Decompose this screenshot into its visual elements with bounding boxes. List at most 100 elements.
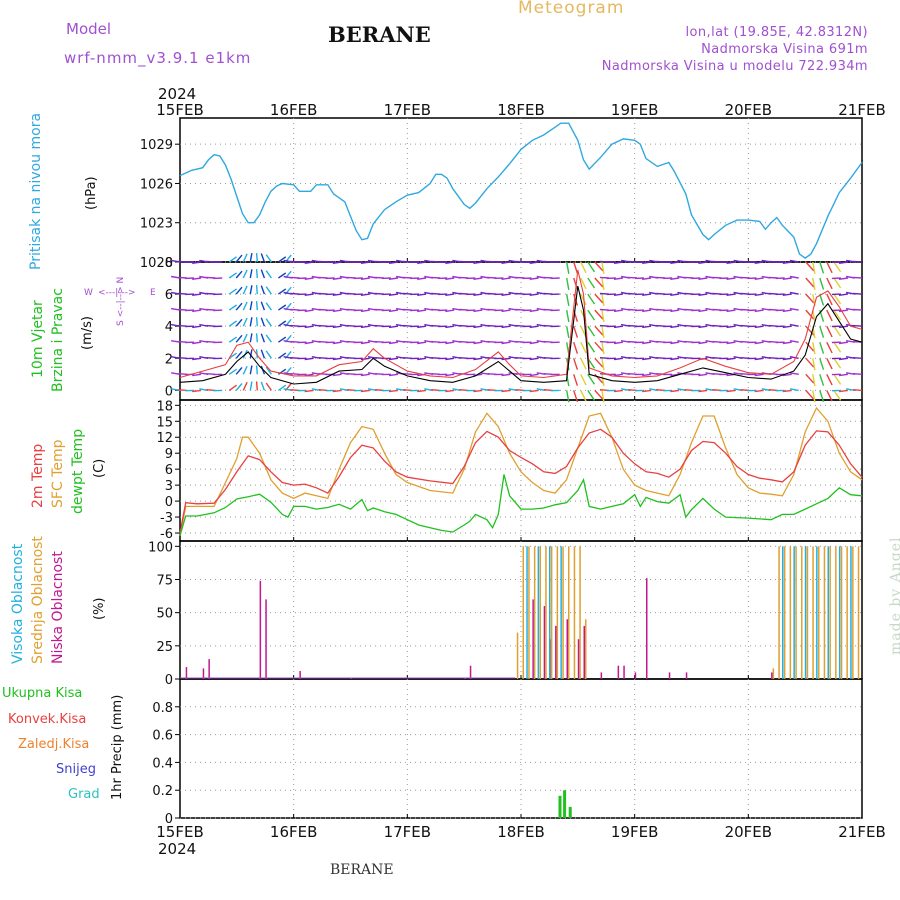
wind-barb-7-93 [833, 277, 842, 289]
wind-barb-5-27 [360, 309, 370, 313]
coords-text: lon,lat (19.85E, 42.8312N) [685, 25, 868, 40]
mid-cloud-bar-10 [573, 546, 576, 679]
wind-barb-6-31 [388, 293, 399, 296]
wind-barb-2-71 [670, 357, 680, 361]
wind-barb-1-56 [573, 374, 579, 386]
wind-barb-5-83 [754, 309, 764, 313]
low-cloud-bar-9 [532, 599, 534, 679]
wind-barb-7-75 [698, 277, 708, 280]
wind-barb-4-9 [242, 317, 248, 327]
wind-barb-2-23 [332, 357, 342, 361]
wind-barb-0-88 [789, 388, 799, 392]
wind-speed-line [179, 285, 863, 385]
wind-barb-7-57 [580, 277, 587, 290]
wind-barb-2-83 [754, 357, 764, 361]
wind-barb-3-14 [278, 336, 287, 343]
wind-barb-5-3 [192, 309, 202, 313]
wind-barb-4-19 [304, 325, 314, 329]
wind-barb-7-13 [265, 270, 272, 279]
wind-barb-7-11 [255, 269, 258, 279]
wind-barb-1-95 [838, 373, 849, 377]
wind-barb-2-13 [265, 350, 272, 359]
wind-barb-1-10 [249, 365, 253, 375]
wind-barb-4-35 [417, 325, 427, 329]
ytick-label-4-0: 0 [165, 812, 173, 827]
wind-barb-0-60 [601, 390, 605, 403]
dewpt-line [179, 474, 863, 536]
wind-barb-5-9 [242, 301, 248, 311]
wind-barb-4-88 [789, 323, 799, 327]
wind-barb-8-89 [805, 261, 815, 272]
wind-barb-1-89 [805, 373, 815, 384]
footer-station: BERANE [330, 862, 394, 878]
wind-barb-5-59 [594, 309, 604, 320]
wind-barb-2-12 [260, 349, 266, 359]
wind-barb-0-58 [587, 390, 596, 401]
wind-barb-1-92 [826, 373, 833, 386]
wind-barb-4-75 [698, 325, 708, 329]
wind-barb-3-87 [782, 341, 792, 345]
mid-cloud-bar-11 [579, 546, 581, 679]
wind-barb-1-97 [852, 373, 863, 375]
wind-barb-8-91 [819, 261, 825, 274]
time-label-bottom-1: 16FEB [270, 823, 317, 841]
wind-barb-4-83 [754, 325, 764, 329]
wind-barb-8-7 [228, 256, 238, 263]
high-cloud-bar-3 [560, 546, 562, 679]
wind-barb-0-43 [473, 389, 483, 393]
wind-barb-7-91 [819, 277, 825, 290]
wind-barb-8-51 [529, 261, 539, 264]
mid-cloud-bar-1 [522, 546, 524, 679]
wind-barb-7-63 [613, 277, 624, 280]
ytick-label-2-2: 0 [165, 495, 173, 510]
time-label-bottom-2: 17FEB [384, 823, 431, 841]
wind-barb-7-71 [670, 277, 680, 280]
low-cloud-bar-12 [555, 625, 557, 679]
ytick-label-3-3: 75 [156, 573, 173, 588]
wind-barb-5-67 [642, 309, 652, 313]
wind-barb-2-8 [235, 350, 243, 359]
wind-barb-7-97 [852, 276, 863, 279]
wind-barb-2-43 [473, 357, 483, 361]
time-label-bottom-3: 18FEB [497, 823, 544, 841]
wind-barb-3-43 [473, 341, 483, 345]
wind-barb-3-75 [698, 341, 708, 345]
high-cloud-bar-6 [804, 546, 807, 679]
wind-barb-5-8 [235, 302, 243, 311]
mid-cloud-bar-15 [783, 546, 786, 679]
wind-barb-4-55 [566, 326, 570, 339]
wind-barb-6-51 [529, 293, 539, 296]
wind-barb-8-13 [265, 254, 272, 263]
low-cloud-bar-22 [685, 672, 688, 679]
wind-barb-8-67 [642, 261, 652, 264]
wind-barb-8-92 [826, 261, 833, 274]
wind-barb-6-97 [852, 292, 863, 295]
compass-w: W [84, 288, 93, 298]
wind-barb-6-83 [754, 293, 764, 296]
wind-barb-6-56 [573, 293, 579, 306]
wind-barb-1-31 [388, 373, 399, 377]
time-label-bottom-6: 21FEB [838, 823, 885, 841]
wind-barb-6-10 [249, 285, 253, 295]
wind-barb-2-56 [573, 358, 579, 370]
wind-barb-7-14 [278, 272, 287, 279]
wind-barb-7-90 [812, 277, 816, 291]
mid-cloud-bar-12 [585, 619, 587, 679]
low-cloud-bar-17 [617, 665, 620, 679]
wind-barb-5-55 [566, 309, 570, 323]
wind-barb-2-92 [826, 357, 833, 370]
wind-barb-4-58 [587, 325, 596, 337]
mid-cloud-bar-28 [857, 546, 860, 679]
wind-barb-0-95 [838, 389, 848, 393]
wind-barb-6-92 [826, 293, 833, 306]
mid-cloud-bar-2 [528, 546, 530, 679]
wind-barb-5-90 [812, 309, 816, 323]
ytick-label-3-1: 25 [156, 640, 173, 655]
low-cloud-bar-14 [577, 639, 580, 679]
wind-barb-2-10 [249, 349, 253, 359]
wind-barb-8-27 [360, 261, 370, 264]
wind-barb-4-71 [670, 325, 680, 329]
wind-barb-8-90 [812, 261, 816, 274]
time-label-top-3: 18FEB [497, 101, 544, 119]
ytick-label-0-3: 1029 [140, 138, 173, 153]
